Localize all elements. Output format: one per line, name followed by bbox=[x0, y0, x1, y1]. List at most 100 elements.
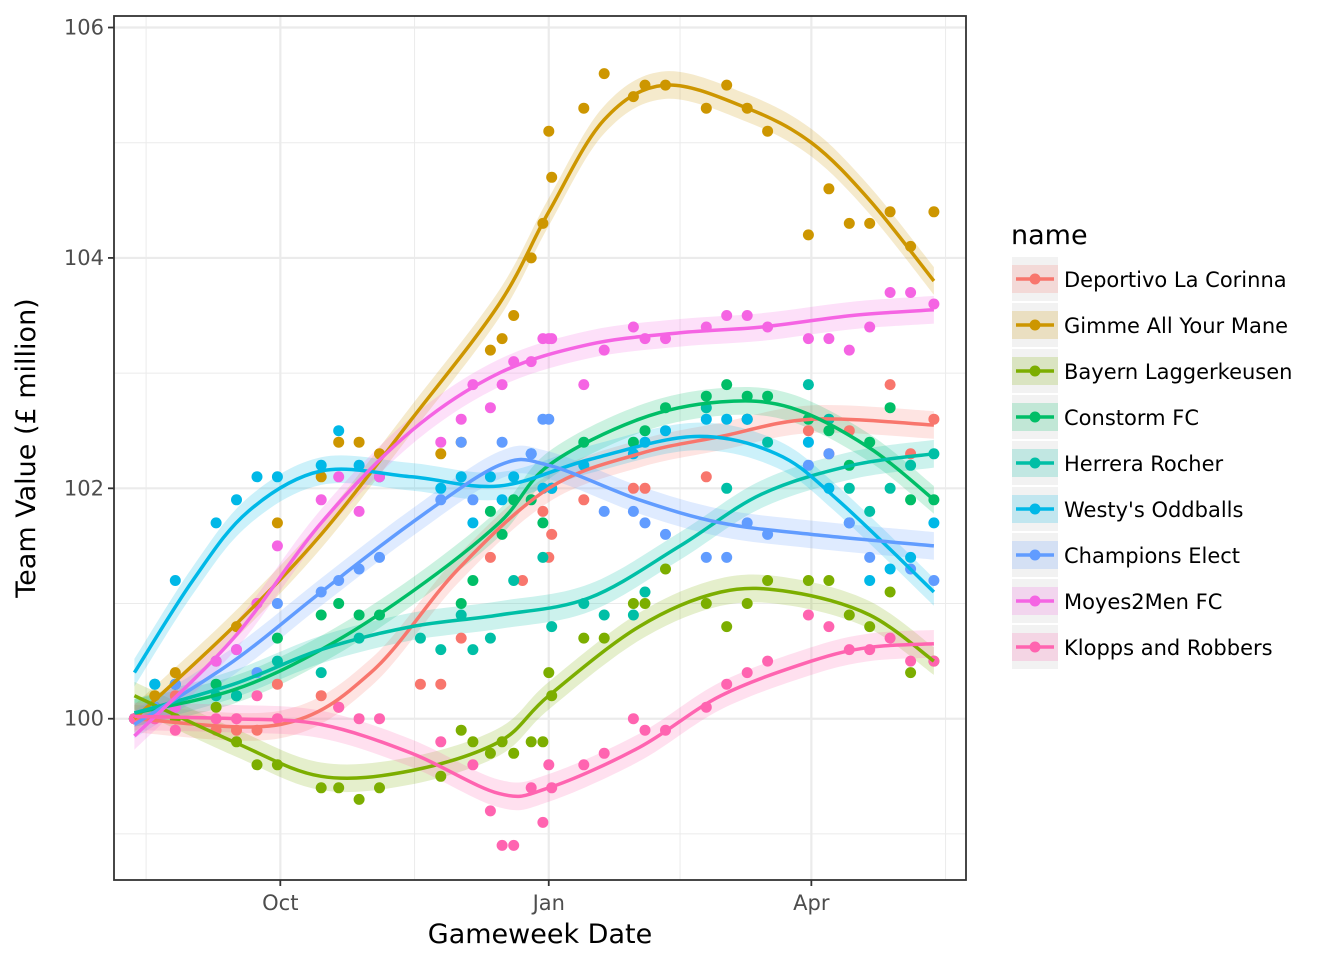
legend-item: Champions Elect bbox=[1012, 533, 1240, 577]
data-point bbox=[508, 747, 520, 759]
data-point bbox=[508, 839, 520, 851]
data-point bbox=[864, 321, 876, 333]
data-point bbox=[508, 575, 520, 586]
data-point bbox=[823, 183, 835, 195]
data-point bbox=[537, 517, 549, 529]
data-point bbox=[508, 471, 520, 483]
data-point bbox=[741, 390, 753, 402]
data-point bbox=[455, 598, 467, 609]
data-point bbox=[537, 816, 549, 828]
x-tick-label: Jan bbox=[531, 891, 565, 915]
data-point bbox=[598, 609, 610, 621]
legend: name Deportivo La Corinna Gimme All Your … bbox=[1011, 220, 1292, 669]
data-point bbox=[578, 632, 590, 644]
data-point bbox=[721, 310, 733, 321]
data-point bbox=[823, 333, 835, 345]
legend-label: Klopps and Robbers bbox=[1064, 636, 1273, 660]
data-point bbox=[660, 563, 671, 575]
data-point bbox=[639, 724, 651, 736]
data-point bbox=[578, 494, 590, 506]
data-point bbox=[435, 678, 447, 690]
data-point bbox=[700, 551, 712, 563]
trend-line bbox=[133, 457, 935, 726]
data-point bbox=[884, 586, 896, 598]
data-point bbox=[546, 528, 558, 540]
data-point bbox=[484, 344, 496, 356]
trend-line bbox=[133, 83, 936, 720]
data-point bbox=[169, 667, 181, 679]
legend-item: Deportivo La Corinna bbox=[1012, 257, 1287, 301]
data-point bbox=[543, 759, 555, 771]
data-point bbox=[598, 344, 610, 356]
data-point bbox=[598, 747, 610, 759]
data-point bbox=[315, 459, 327, 471]
trend-lines bbox=[132, 83, 936, 799]
data-point bbox=[905, 459, 917, 471]
data-point bbox=[741, 667, 753, 679]
x-axis-title: Gameweek Date bbox=[428, 919, 652, 950]
gridlines bbox=[114, 16, 966, 880]
data-point bbox=[496, 528, 508, 540]
data-point bbox=[627, 321, 639, 333]
data-point bbox=[700, 390, 712, 402]
data-point bbox=[251, 759, 263, 771]
data-point bbox=[543, 125, 555, 137]
data-point bbox=[741, 598, 753, 609]
data-point bbox=[525, 736, 537, 748]
data-point bbox=[843, 517, 855, 529]
legend-title: name bbox=[1011, 220, 1088, 251]
data-point bbox=[210, 678, 222, 690]
data-point bbox=[517, 575, 528, 586]
data-point bbox=[802, 425, 814, 437]
trend-line bbox=[134, 642, 934, 799]
data-point bbox=[823, 425, 835, 437]
data-point bbox=[627, 609, 639, 621]
data-point bbox=[802, 333, 814, 345]
data-point bbox=[496, 436, 508, 448]
data-point bbox=[231, 644, 242, 656]
data-point bbox=[169, 575, 181, 586]
data-point bbox=[905, 287, 917, 298]
data-point bbox=[546, 621, 558, 633]
data-point bbox=[374, 551, 385, 563]
data-point bbox=[435, 736, 447, 748]
data-point bbox=[721, 621, 733, 633]
data-point bbox=[762, 436, 774, 448]
data-point bbox=[928, 206, 940, 218]
data-point bbox=[905, 551, 917, 563]
data-point bbox=[315, 782, 327, 794]
data-point bbox=[721, 379, 733, 391]
data-point bbox=[721, 413, 733, 425]
data-point bbox=[700, 413, 712, 425]
data-point bbox=[884, 402, 896, 414]
data-point bbox=[864, 621, 876, 633]
data-point bbox=[467, 575, 479, 586]
data-point bbox=[435, 448, 447, 460]
data-point bbox=[700, 471, 712, 483]
data-point bbox=[251, 690, 263, 702]
legend-key-point bbox=[1029, 411, 1041, 423]
data-point bbox=[884, 287, 896, 298]
data-point bbox=[455, 632, 467, 644]
legend-label: Constorm FC bbox=[1064, 406, 1199, 430]
data-point bbox=[537, 551, 549, 563]
data-point bbox=[802, 229, 814, 241]
legend-key-point bbox=[1029, 595, 1041, 607]
data-point bbox=[231, 494, 242, 506]
data-point bbox=[843, 217, 855, 229]
data-point bbox=[496, 494, 508, 506]
data-point bbox=[496, 839, 508, 851]
legend-label: Herrera Rocher bbox=[1064, 452, 1224, 476]
data-point bbox=[484, 471, 496, 483]
data-point bbox=[905, 655, 917, 667]
data-point bbox=[762, 655, 774, 667]
y-tick-label: 106 bbox=[64, 16, 104, 40]
data-point bbox=[315, 609, 327, 621]
legend-key-point bbox=[1029, 319, 1041, 331]
data-point bbox=[741, 413, 753, 425]
data-point bbox=[508, 310, 520, 321]
data-point bbox=[627, 505, 639, 517]
data-point bbox=[928, 517, 940, 529]
data-point bbox=[374, 713, 385, 725]
